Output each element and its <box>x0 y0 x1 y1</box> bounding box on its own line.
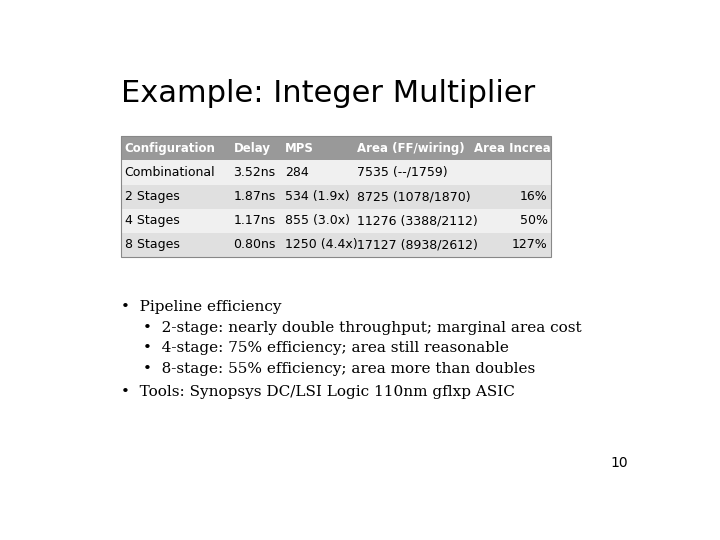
Text: 8 Stages: 8 Stages <box>125 238 179 251</box>
Text: 50%: 50% <box>520 214 547 227</box>
Text: •  2-stage: nearly double throughput; marginal area cost: • 2-stage: nearly double throughput; mar… <box>143 321 582 334</box>
Text: Area (FF/wiring): Area (FF/wiring) <box>357 142 465 155</box>
Bar <box>230 160 281 185</box>
Text: 7535 (--/1759): 7535 (--/1759) <box>357 166 448 179</box>
Bar <box>121 185 230 208</box>
Bar <box>121 136 230 160</box>
Bar <box>281 160 354 185</box>
Text: 11276 (3388/2112): 11276 (3388/2112) <box>357 214 478 227</box>
Text: Example: Integer Multiplier: Example: Integer Multiplier <box>121 79 535 109</box>
Bar <box>121 233 230 257</box>
Text: 10: 10 <box>611 456 629 470</box>
Bar <box>354 160 471 185</box>
Text: 16%: 16% <box>520 190 547 203</box>
Bar <box>354 208 471 233</box>
Bar <box>471 208 552 233</box>
Text: 1.17ns: 1.17ns <box>233 214 276 227</box>
Bar <box>281 185 354 208</box>
Text: 284: 284 <box>284 166 308 179</box>
Text: 4 Stages: 4 Stages <box>125 214 179 227</box>
Text: Delay: Delay <box>233 142 271 155</box>
Bar <box>471 185 552 208</box>
Text: Area Increase: Area Increase <box>474 142 566 155</box>
Text: Combinational: Combinational <box>125 166 215 179</box>
Bar <box>230 136 281 160</box>
Text: 855 (3.0x): 855 (3.0x) <box>284 214 350 227</box>
Text: 17127 (8938/2612): 17127 (8938/2612) <box>357 238 478 251</box>
Bar <box>471 233 552 257</box>
Text: 1.87ns: 1.87ns <box>233 190 276 203</box>
Bar <box>121 136 552 257</box>
Bar <box>471 160 552 185</box>
Text: MPS: MPS <box>284 142 314 155</box>
Bar <box>281 136 354 160</box>
Text: 127%: 127% <box>512 238 547 251</box>
Text: 2 Stages: 2 Stages <box>125 190 179 203</box>
Bar <box>281 233 354 257</box>
Bar <box>281 208 354 233</box>
Text: •  8-stage: 55% efficiency; area more than doubles: • 8-stage: 55% efficiency; area more tha… <box>143 362 535 376</box>
Text: •  Pipeline efficiency: • Pipeline efficiency <box>121 300 282 314</box>
Text: 1250 (4.4x): 1250 (4.4x) <box>284 238 357 251</box>
Bar <box>354 233 471 257</box>
Bar <box>121 160 230 185</box>
Text: •  4-stage: 75% efficiency; area still reasonable: • 4-stage: 75% efficiency; area still re… <box>143 341 509 355</box>
Bar <box>230 185 281 208</box>
Text: 3.52ns: 3.52ns <box>233 166 276 179</box>
Bar <box>121 208 230 233</box>
Text: •  Tools: Synopsys DC/LSI Logic 110nm gflxp ASIC: • Tools: Synopsys DC/LSI Logic 110nm gfl… <box>121 385 515 399</box>
Bar <box>354 185 471 208</box>
Text: 8725 (1078/1870): 8725 (1078/1870) <box>357 190 471 203</box>
Bar <box>230 208 281 233</box>
Text: Configuration: Configuration <box>125 142 215 155</box>
Bar <box>230 233 281 257</box>
Text: 534 (1.9x): 534 (1.9x) <box>284 190 349 203</box>
Text: 0.80ns: 0.80ns <box>233 238 276 251</box>
Bar <box>354 136 471 160</box>
Bar <box>471 136 552 160</box>
